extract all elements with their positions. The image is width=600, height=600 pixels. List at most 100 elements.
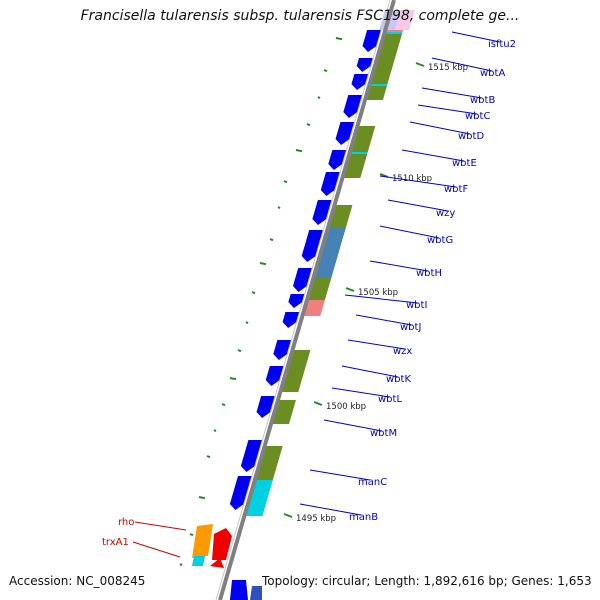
annotated-feature <box>254 446 283 480</box>
accession-label: Accession: NC_008245 <box>9 574 146 588</box>
gene-leader-line <box>355 314 413 326</box>
kbp-tick <box>283 513 293 518</box>
cds-forward-arrow <box>335 122 355 145</box>
gene-leader-line <box>379 225 440 239</box>
gene-leader-line <box>132 541 181 558</box>
gc-tick <box>179 563 183 567</box>
cds-forward-arrow <box>229 476 252 510</box>
gene-label: wzx <box>393 346 412 357</box>
genome-backbone <box>215 0 396 600</box>
kbp-tick <box>345 287 355 292</box>
gc-tick <box>317 96 321 100</box>
gene-label: wbtD <box>458 131 484 142</box>
backbone-line-inner <box>215 0 391 600</box>
gene-label: wbtI <box>406 300 427 311</box>
gc-tick <box>229 377 237 381</box>
gene-leader-line <box>309 469 371 481</box>
feature-track <box>192 10 415 600</box>
kbp-label: 1505 kbp <box>358 288 398 298</box>
kbp-label: 1495 kbp <box>296 514 336 524</box>
gene-label: manC <box>358 477 387 488</box>
gene-leader-line <box>451 31 501 43</box>
cds-forward-arrow <box>292 268 313 292</box>
cds-forward-arrow <box>301 230 324 262</box>
gc-tick <box>206 455 211 459</box>
cds-forward-arrow <box>328 150 347 170</box>
cds-forward-arrow <box>288 294 305 308</box>
annotated-feature <box>313 228 346 278</box>
annotated-feature <box>364 86 387 100</box>
gene-leader-line <box>331 387 391 398</box>
annotated-feature <box>373 34 402 70</box>
cds-forward-arrow <box>351 74 369 90</box>
gene-labels: isftu2 wbtA wbtB wbtC wbtD wbtE wbtF wzy wbtG wbt… <box>102 31 516 558</box>
gene-leader-line <box>341 365 399 378</box>
gc-tick <box>306 123 311 127</box>
gene-label: wbtL <box>378 394 402 405</box>
gene-leader-line <box>299 503 362 516</box>
kbp-tick <box>415 62 425 67</box>
gene-label: wbtM <box>370 428 397 439</box>
insertion-element-pink <box>395 10 415 30</box>
gene-label: rho <box>118 517 134 528</box>
gene-label: trxA1 <box>102 537 129 548</box>
cds-forward-arrow <box>362 30 382 52</box>
gene-label: wzy <box>436 208 455 219</box>
gc-tick <box>245 321 249 325</box>
red-feature <box>212 528 232 560</box>
gc-tick <box>269 238 274 242</box>
gene-label: wbtJ <box>400 322 421 333</box>
gene-label: wbtG <box>427 235 453 246</box>
gene-leader-line <box>387 199 449 212</box>
gc-tick <box>283 180 288 184</box>
gene-leader-line <box>421 87 483 99</box>
annotated-feature <box>244 480 273 516</box>
gc-tick-marks <box>179 37 343 567</box>
gene-leader-line <box>417 104 478 115</box>
cds-forward-arrow <box>320 172 340 196</box>
gene-leader-line <box>409 121 471 135</box>
cds-forward-arrow <box>273 340 292 360</box>
genome-title: Francisella tularensis subsp. tularensis… <box>80 8 520 24</box>
kbp-tick <box>313 401 323 406</box>
gene-leader-line <box>344 294 419 304</box>
gene-leader-line <box>347 339 406 350</box>
gene-leader-line <box>401 149 465 162</box>
gene-label: wbtA <box>480 68 505 79</box>
cds-forward-arrow <box>312 200 332 225</box>
gc-tick <box>221 403 226 407</box>
gc-tick <box>323 69 328 73</box>
gc-tick <box>335 37 343 41</box>
cds-forward-arrow <box>240 440 263 472</box>
cds-forward-arrow <box>250 586 262 600</box>
gene-label: wbtE <box>452 158 477 169</box>
gene-label: manB <box>349 512 378 523</box>
cds-forward-arrow <box>265 366 284 386</box>
cds-forward-arrow <box>256 396 276 418</box>
red-feature-small <box>210 558 224 568</box>
backbone-line <box>218 0 396 600</box>
cds-forward-arrow <box>343 95 363 118</box>
gene-leader-line <box>134 521 187 531</box>
gene-label: wbtH <box>416 268 442 279</box>
gene-label: wbtF <box>444 184 468 195</box>
gc-tick <box>189 533 194 537</box>
gc-tick <box>198 496 206 500</box>
kbp-label: 1510 kbp <box>392 174 432 184</box>
gc-tick <box>251 291 256 295</box>
kbp-markers: 1515 kbp 1510 kbp 1505 kbp 1500 kbp 1495 kbp <box>283 62 468 524</box>
gc-tick <box>213 429 217 433</box>
topology-label: Topology: circular; Length: 1,892,616 bp… <box>262 574 592 588</box>
gene-label: isftu2 <box>488 39 516 50</box>
cds-forward-arrow <box>356 58 373 72</box>
gene-leader-line <box>379 175 457 188</box>
trxA1-feature <box>192 556 205 566</box>
gc-tick <box>237 349 242 353</box>
gc-tick <box>295 149 303 153</box>
gene-leader-line <box>431 57 493 72</box>
gene-label: wbtK <box>386 374 411 385</box>
gene-leader-line <box>323 419 383 432</box>
rho-feature <box>192 524 213 558</box>
gc-tick <box>259 262 267 266</box>
